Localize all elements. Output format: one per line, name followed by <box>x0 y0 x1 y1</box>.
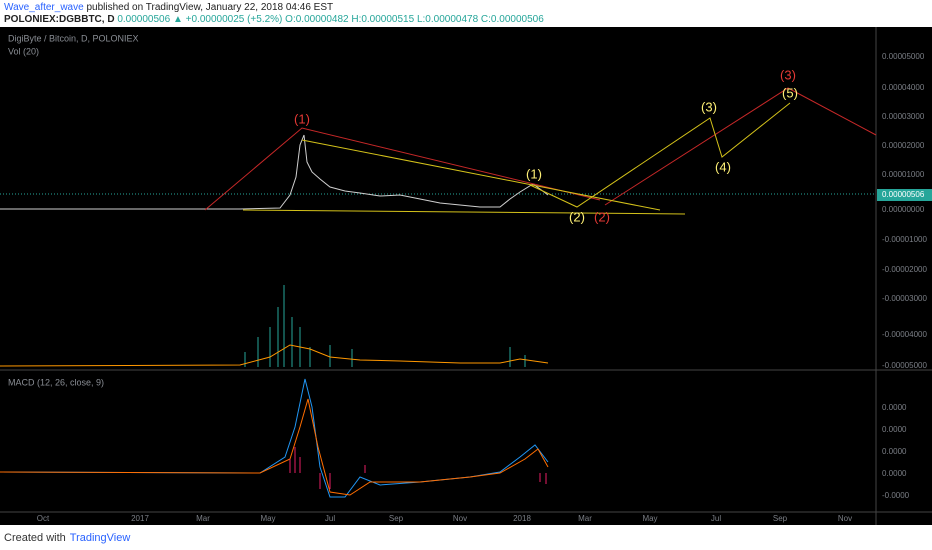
macd-tick-label: 0.0000 <box>882 425 907 434</box>
price-tick-label: 0.00001000 <box>882 170 925 179</box>
footer: Created with TradingView <box>4 532 130 544</box>
macd-tick-label: -0.0000 <box>882 491 910 500</box>
publish-line: Wave_after_wave published on TradingView… <box>4 2 333 13</box>
pane-macd: MACD (12, 26, close, 9) <box>8 377 104 387</box>
price-tick-label: 0.00002000 <box>882 141 925 150</box>
time-tick-label: Jul <box>325 514 335 523</box>
macd-tick-label: 0.0000 <box>882 447 907 456</box>
red-wave-line <box>204 127 601 211</box>
price-tick-label: -0.00002000 <box>882 265 927 274</box>
time-tick-label: 2017 <box>131 514 149 523</box>
pane-title: DigiByte / Bitcoin, D, POLONIEX <box>8 33 139 43</box>
macd-tick-label: 0.0000 <box>882 403 907 412</box>
created-with: Created with <box>4 532 66 544</box>
time-tick-label: Mar <box>578 514 592 523</box>
wave-label: (4) <box>715 159 731 174</box>
macd-histogram <box>289 447 547 489</box>
time-tick-label: Nov <box>453 514 467 523</box>
wave-label: (3) <box>780 67 796 82</box>
time-tick-label: May <box>260 514 275 523</box>
publish-info: published on TradingView, January 22, 20… <box>86 2 334 13</box>
yellow-wave-line <box>529 102 791 208</box>
time-tick-label: May <box>642 514 657 523</box>
wave-label: (2) <box>569 209 585 224</box>
time-tick-label: Sep <box>389 514 404 523</box>
wave-label: (1) <box>526 166 542 181</box>
wave-label: (5) <box>782 85 798 100</box>
close: C:0.00000506 <box>480 14 544 25</box>
price-series <box>0 134 549 210</box>
price-tick-label: 0.00000000 <box>882 205 925 214</box>
price-tick-label: -0.00003000 <box>882 294 927 303</box>
price-tick-label: -0.00004000 <box>882 330 927 339</box>
low: L:0.00000478 <box>416 14 479 25</box>
brand[interactable]: TradingView <box>69 532 131 544</box>
open: O:0.00000482 <box>285 14 349 25</box>
red-projection <box>604 87 877 206</box>
last-price-badge <box>877 189 932 201</box>
signal-line <box>0 398 549 496</box>
wave-label: (2) <box>594 209 610 224</box>
pane-volume: Vol (20) <box>8 46 39 56</box>
chart-area: DigiByte / Bitcoin, D, POLONIEX Vol (20) M… <box>0 27 932 525</box>
time-tick-label: Sep <box>773 514 788 523</box>
high: H:0.00000515 <box>351 14 415 25</box>
price-tick-label: 0.00000506 <box>882 190 925 199</box>
price-tick-label: 0.00005000 <box>882 52 925 61</box>
time-tick-label: 2018 <box>513 514 531 523</box>
symbol: POLONIEX:DGBBTC, D <box>4 14 115 25</box>
price-tick-label: -0.00005000 <box>882 361 927 370</box>
time-tick-label: Jul <box>711 514 721 523</box>
author[interactable]: Wave_after_wave <box>4 2 84 13</box>
symbol-line: POLONIEX:DGBBTC, D 0.00000506 ▲ +0.00000… <box>4 14 544 25</box>
time-tick-label: Mar <box>196 514 210 523</box>
wave-label: (1) <box>294 111 310 126</box>
time-tick-label: Nov <box>838 514 852 523</box>
price-tick-label: -0.00001000 <box>882 235 927 244</box>
price-tick-label: 0.00004000 <box>882 83 925 92</box>
change: ▲ +0.00000025 (+5.2%) <box>172 14 283 25</box>
wave-label: (3) <box>701 99 717 114</box>
price-tick-label: 0.00003000 <box>882 112 925 121</box>
macd-tick-label: 0.0000 <box>882 469 907 478</box>
triangle-bottom <box>242 209 686 215</box>
macd-line <box>0 378 549 498</box>
triangle-top <box>301 139 661 211</box>
volume-bars <box>244 285 526 367</box>
volume-ma <box>0 344 549 367</box>
last-price: 0.00000506 <box>117 14 171 25</box>
background <box>0 27 932 525</box>
time-tick-label: Oct <box>37 514 50 523</box>
